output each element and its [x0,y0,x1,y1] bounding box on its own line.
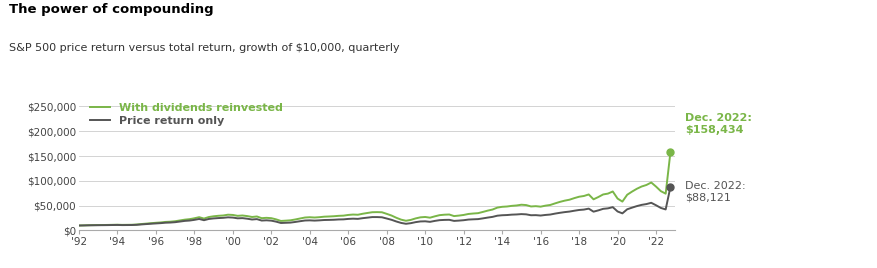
Legend: With dividends reinvested, Price return only: With dividends reinvested, Price return … [90,103,283,126]
Price return only [246,218,257,221]
With dividends reinvested [246,215,257,219]
Text: S&P 500 price return versus total return, growth of $10,000, quarterly: S&P 500 price return versus total return… [9,43,399,53]
With dividends reinvested [184,218,195,221]
With dividends reinvested [666,150,676,154]
Price return only [112,223,123,226]
Point [664,150,678,154]
With dividends reinvested [74,224,84,227]
Line: Price return only: Price return only [79,187,671,225]
With dividends reinvested [78,224,89,227]
With dividends reinvested [112,223,123,226]
Line: With dividends reinvested: With dividends reinvested [79,152,671,225]
Price return only [415,220,425,223]
Text: The power of compounding: The power of compounding [9,3,213,16]
With dividends reinvested [660,192,671,195]
Price return only [184,219,195,222]
Price return only [74,224,84,227]
Text: Dec. 2022:
$88,121: Dec. 2022: $88,121 [685,181,745,203]
Price return only [660,208,671,211]
Price return only [666,185,676,188]
Price return only [78,224,89,227]
With dividends reinvested [415,216,425,219]
Point [664,185,678,189]
Text: Dec. 2022:
$158,434: Dec. 2022: $158,434 [685,113,752,135]
